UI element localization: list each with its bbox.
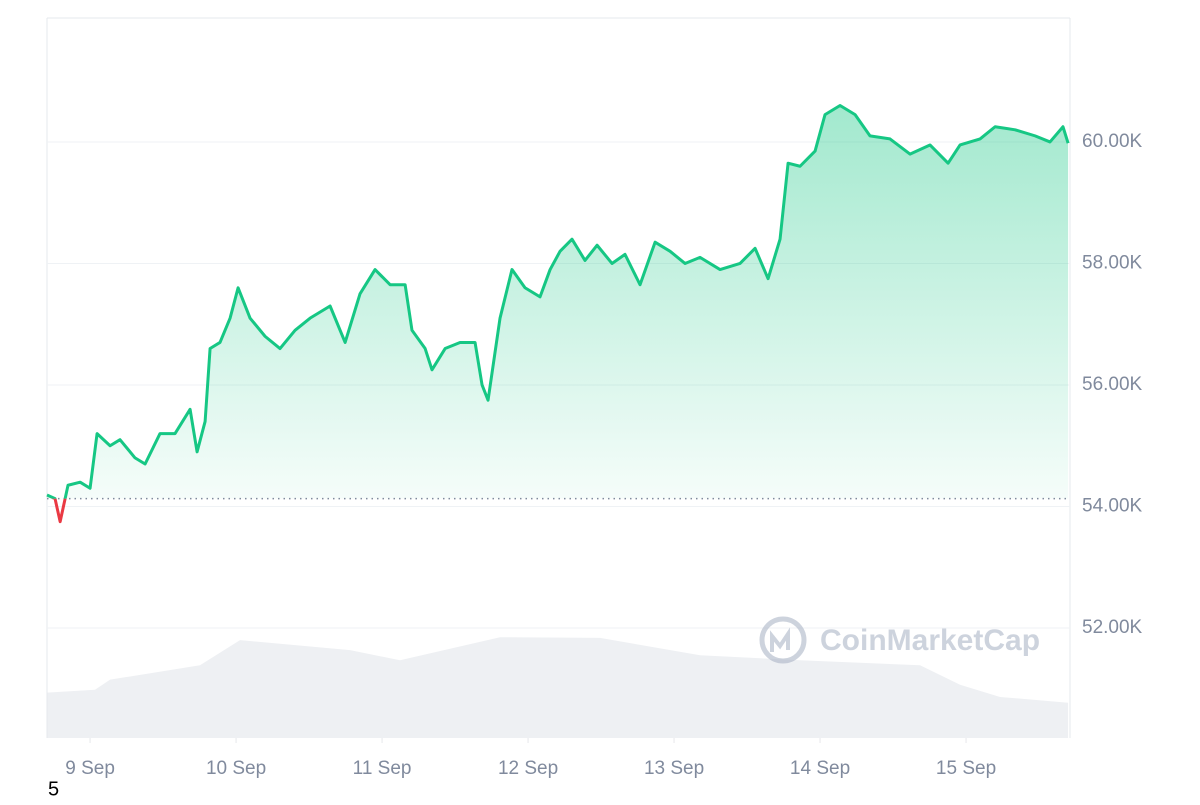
y-tick-label: 54.00K xyxy=(1082,496,1143,517)
y-tick-label: 52.00K xyxy=(1082,617,1143,638)
x-tick-label: 9 Sep xyxy=(65,758,115,779)
y-tick-label: 56.00K xyxy=(1082,374,1143,395)
x-tick-label: 12 Sep xyxy=(498,758,558,779)
price-line xyxy=(46,103,1070,499)
volume-area xyxy=(47,637,1069,738)
watermark: CoinMarketCap xyxy=(759,616,1040,664)
x-tick-label: 11 Sep xyxy=(353,758,412,779)
x-tick-label: 13 Sep xyxy=(644,758,704,779)
watermark-text: CoinMarketCap xyxy=(820,624,1040,657)
footnote: 5 xyxy=(48,778,59,800)
y-tick-label: 60.00K xyxy=(1082,131,1143,152)
x-tick-label: 10 Sep xyxy=(206,758,266,779)
y-tick-label: 58.00K xyxy=(1082,252,1143,273)
x-tick-label: 15 Sep xyxy=(936,758,996,779)
price-area xyxy=(47,105,1069,499)
x-tick-label: 14 Sep xyxy=(790,758,850,779)
